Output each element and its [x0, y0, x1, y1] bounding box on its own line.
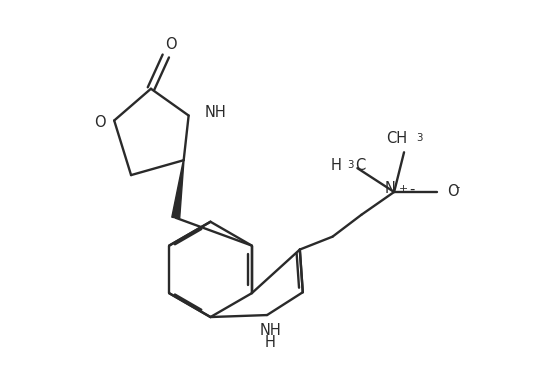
Text: NH: NH — [205, 105, 226, 120]
Text: C: C — [355, 158, 366, 173]
Text: H: H — [331, 158, 342, 173]
Text: N: N — [384, 181, 395, 196]
Text: -: - — [409, 181, 415, 196]
Text: O: O — [447, 184, 458, 199]
Text: -: - — [455, 181, 460, 195]
Text: CH: CH — [386, 131, 407, 146]
Text: H: H — [265, 336, 276, 350]
Text: 3: 3 — [347, 160, 354, 170]
Text: 3: 3 — [417, 133, 423, 143]
Text: O: O — [95, 115, 106, 130]
Text: +: + — [399, 184, 408, 194]
Text: NH: NH — [259, 323, 281, 339]
Polygon shape — [172, 160, 184, 218]
Text: O: O — [165, 37, 177, 52]
